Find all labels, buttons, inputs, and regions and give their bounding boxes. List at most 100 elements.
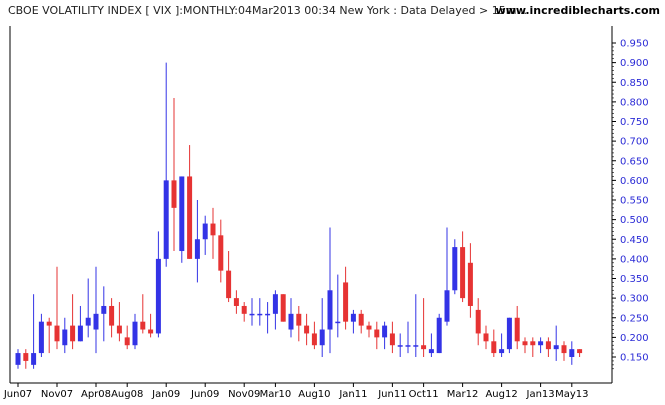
candle-body-down (124, 337, 130, 346)
candle-body-up (265, 313, 271, 316)
candle (405, 321, 411, 354)
candle-body-up (194, 239, 200, 259)
candle-body-up (350, 313, 356, 322)
y-tick-label: 0.750 (620, 117, 649, 128)
candle-body-down (358, 313, 364, 326)
candle-body-down (343, 282, 349, 322)
candle (499, 333, 505, 357)
x-tick-label: Jun11 (377, 389, 406, 400)
candle (428, 333, 434, 357)
candle (179, 176, 185, 263)
y-tick-label: 0.500 (620, 215, 649, 226)
x-tick-label: Jan09 (151, 389, 180, 400)
candle (561, 341, 567, 361)
candle (218, 219, 224, 283)
x-tick-label: Nov09 (228, 389, 260, 400)
candle (460, 231, 466, 303)
chart-title: CBOE VOLATILITY INDEX [ VIX ]:MONTHLY:04… (8, 4, 527, 17)
candle (374, 321, 380, 350)
candle (15, 349, 21, 369)
candle-body-up (553, 345, 559, 350)
candle (452, 239, 458, 295)
x-tick-label: Nov07 (41, 389, 73, 400)
candle-body-down (109, 305, 115, 326)
candle-body-down (280, 294, 286, 322)
x-tick-label: Jun09 (190, 389, 219, 400)
candle-body-up (272, 294, 278, 314)
candle-body-down (491, 341, 497, 354)
candle-body-down (483, 333, 489, 342)
candle (538, 337, 544, 354)
y-tick-label: 0.850 (620, 78, 649, 89)
candle (506, 317, 512, 354)
candle (304, 313, 310, 346)
y-tick-label: 0.900 (620, 58, 649, 69)
candle-body-down (140, 321, 146, 330)
candle (265, 302, 271, 334)
candle-body-down (148, 329, 154, 334)
candle (109, 298, 115, 338)
candle-body-down (226, 270, 232, 299)
candle-body-up (413, 345, 419, 347)
candle (421, 298, 427, 357)
candle (38, 313, 44, 357)
candle (358, 309, 364, 334)
x-tick-label: Apr08 (81, 389, 111, 400)
candle-body-down (389, 333, 395, 346)
y-tick-label: 0.950 (620, 39, 649, 50)
candle-body-down (241, 305, 247, 314)
candle-body-down (421, 345, 427, 350)
candle (202, 215, 208, 255)
x-tick-label: Aug10 (298, 389, 330, 400)
candle-body-down (460, 247, 466, 299)
candle-body-up (538, 341, 544, 346)
candle-body-up (444, 290, 450, 322)
candle-body-up (499, 349, 505, 354)
candle (436, 313, 442, 354)
candle (85, 278, 91, 338)
candle (148, 313, 154, 338)
y-tick-label: 0.800 (620, 97, 649, 108)
candle (54, 266, 60, 350)
candle (101, 286, 107, 342)
y-tick-label: 0.550 (620, 196, 649, 207)
candle-body-down (304, 325, 310, 334)
candle-body-down (296, 313, 302, 326)
candle-body-up (101, 305, 107, 314)
candle-body-up (506, 317, 512, 350)
candle (389, 321, 395, 354)
y-tick-label: 0.250 (620, 313, 649, 324)
y-tick-label: 0.300 (620, 294, 649, 305)
y-tick-label: 0.650 (620, 156, 649, 167)
y-tick-label: 0.200 (620, 333, 649, 344)
candle (327, 227, 333, 354)
y-tick-label: 0.350 (620, 274, 649, 285)
candle (311, 321, 317, 350)
candle (467, 243, 473, 318)
candle (187, 145, 193, 259)
candle (483, 325, 489, 350)
candle-body-up (163, 180, 169, 259)
candle (522, 337, 528, 354)
x-tick-label: Jan11 (338, 389, 367, 400)
candle-body-down (561, 345, 567, 354)
candle (577, 349, 583, 357)
candle-body-up (77, 325, 83, 342)
candle-body-up (428, 349, 434, 354)
candle (296, 305, 302, 342)
candle (530, 337, 536, 357)
candle-body-up (155, 258, 161, 334)
candle-body-up (335, 321, 341, 324)
candle (514, 305, 520, 350)
candle (257, 298, 263, 326)
candle (475, 298, 481, 346)
candle-body-up (288, 313, 294, 330)
candle-body-up (249, 313, 255, 316)
candle-body-down (467, 262, 473, 306)
candle (319, 298, 325, 357)
plot-frame (9, 26, 613, 384)
candle (194, 200, 200, 283)
x-tick-label: Oct11 (409, 389, 439, 400)
